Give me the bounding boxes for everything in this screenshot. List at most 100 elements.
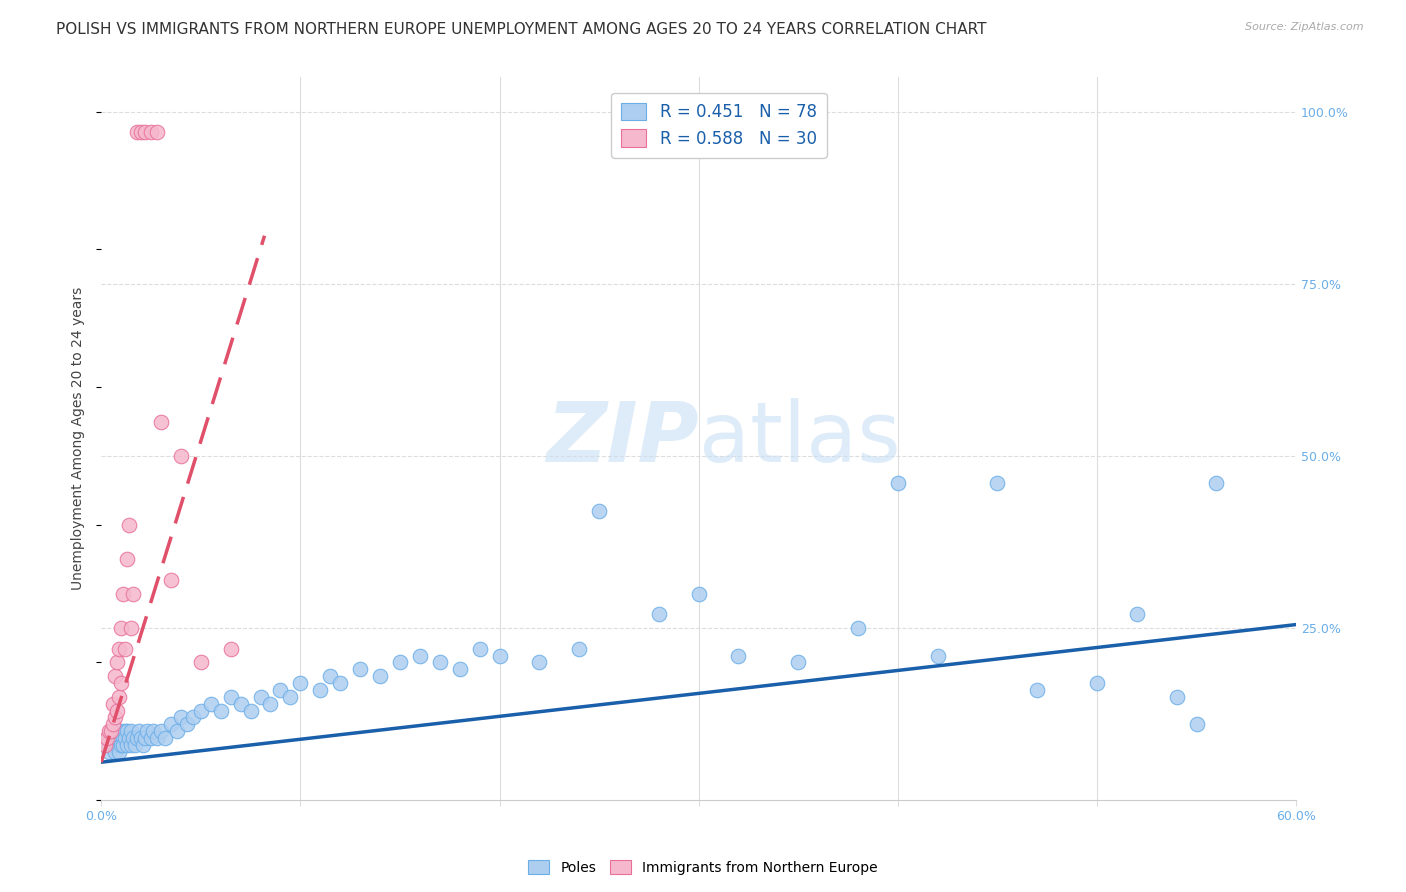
Point — [259, 697, 281, 711]
Point — [108, 731, 131, 745]
Point — [100, 738, 122, 752]
Point — [648, 607, 671, 622]
Point — [120, 738, 142, 752]
Point — [229, 697, 252, 711]
Point — [280, 690, 302, 704]
Point — [112, 738, 135, 752]
Point — [129, 126, 152, 140]
Point — [488, 648, 510, 663]
Point — [120, 724, 142, 739]
Point — [727, 648, 749, 663]
Point — [122, 586, 145, 600]
Point — [449, 662, 471, 676]
Point — [149, 724, 172, 739]
Point — [1126, 607, 1149, 622]
Point — [110, 724, 132, 739]
Point — [429, 656, 451, 670]
Point — [132, 738, 155, 752]
Point — [160, 717, 183, 731]
Point — [153, 731, 176, 745]
Point — [120, 621, 142, 635]
Point — [200, 697, 222, 711]
Point — [1185, 717, 1208, 731]
Point — [108, 641, 131, 656]
Point — [309, 682, 332, 697]
Point — [115, 738, 138, 752]
Y-axis label: Unemployment Among Ages 20 to 24 years: Unemployment Among Ages 20 to 24 years — [72, 287, 86, 591]
Point — [104, 745, 127, 759]
Point — [409, 648, 432, 663]
Point — [349, 662, 371, 676]
Point — [125, 126, 148, 140]
Point — [100, 724, 122, 739]
Point — [134, 731, 156, 745]
Point — [269, 682, 291, 697]
Point — [468, 641, 491, 656]
Point — [115, 724, 138, 739]
Point — [149, 415, 172, 429]
Point — [176, 717, 198, 731]
Point — [104, 669, 127, 683]
Point — [101, 697, 124, 711]
Point — [368, 669, 391, 683]
Point — [101, 731, 124, 745]
Point — [136, 724, 159, 739]
Point — [104, 710, 127, 724]
Point — [160, 573, 183, 587]
Legend: R = 0.451   N = 78, R = 0.588   N = 30: R = 0.451 N = 78, R = 0.588 N = 30 — [612, 93, 827, 158]
Point — [319, 669, 342, 683]
Point — [146, 126, 169, 140]
Point — [170, 710, 193, 724]
Point — [388, 656, 411, 670]
Point — [181, 710, 204, 724]
Point — [94, 738, 117, 752]
Point — [114, 731, 136, 745]
Point — [329, 676, 352, 690]
Point — [166, 724, 188, 739]
Point — [118, 731, 141, 745]
Point — [846, 621, 869, 635]
Point — [139, 731, 162, 745]
Point — [219, 641, 242, 656]
Point — [139, 126, 162, 140]
Point — [142, 724, 165, 739]
Point — [1026, 682, 1049, 697]
Point — [122, 731, 145, 745]
Point — [134, 126, 156, 140]
Point — [190, 704, 212, 718]
Point — [588, 504, 610, 518]
Point — [101, 717, 124, 731]
Point — [98, 724, 121, 739]
Point — [529, 656, 551, 670]
Point — [129, 731, 152, 745]
Point — [105, 738, 128, 752]
Point — [927, 648, 949, 663]
Text: ZIP: ZIP — [546, 398, 699, 479]
Point — [887, 476, 910, 491]
Point — [249, 690, 271, 704]
Point — [219, 690, 242, 704]
Point — [114, 641, 136, 656]
Point — [568, 641, 591, 656]
Point — [112, 586, 135, 600]
Point — [96, 731, 118, 745]
Point — [170, 449, 193, 463]
Point — [124, 738, 146, 752]
Point — [110, 738, 132, 752]
Point — [290, 676, 312, 690]
Point — [1085, 676, 1108, 690]
Point — [787, 656, 810, 670]
Point — [190, 656, 212, 670]
Point — [986, 476, 1008, 491]
Point — [108, 745, 131, 759]
Point — [105, 656, 128, 670]
Point — [94, 738, 117, 752]
Point — [105, 704, 128, 718]
Text: Source: ZipAtlas.com: Source: ZipAtlas.com — [1246, 22, 1364, 32]
Point — [118, 517, 141, 532]
Point — [110, 621, 132, 635]
Point — [98, 745, 121, 759]
Point — [96, 731, 118, 745]
Point — [688, 586, 710, 600]
Legend: Poles, Immigrants from Northern Europe: Poles, Immigrants from Northern Europe — [523, 855, 883, 880]
